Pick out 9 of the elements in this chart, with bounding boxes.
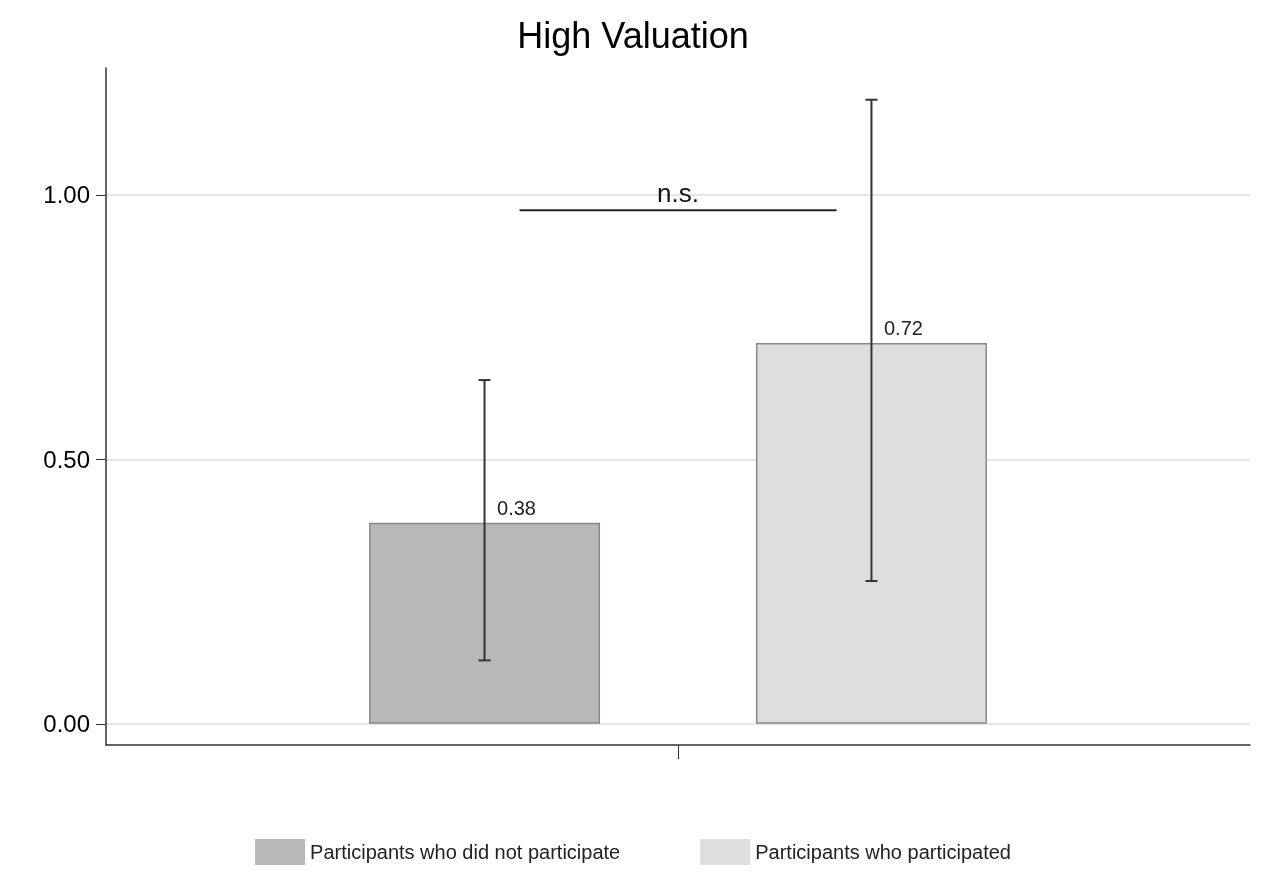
y-tick-label: 0.50 — [43, 445, 90, 473]
legend-label: Participants who participated — [755, 841, 1011, 863]
y-tick-label: 1.00 — [43, 181, 90, 209]
chart-title: High Valuation — [517, 14, 749, 56]
legend-label: Participants who did not participate — [310, 841, 621, 863]
annotation: n.s. — [657, 178, 699, 209]
y-tick-label: 0.00 — [43, 710, 90, 738]
data-label: 0.38 — [497, 496, 537, 519]
data-label: 0.72 — [883, 317, 923, 340]
